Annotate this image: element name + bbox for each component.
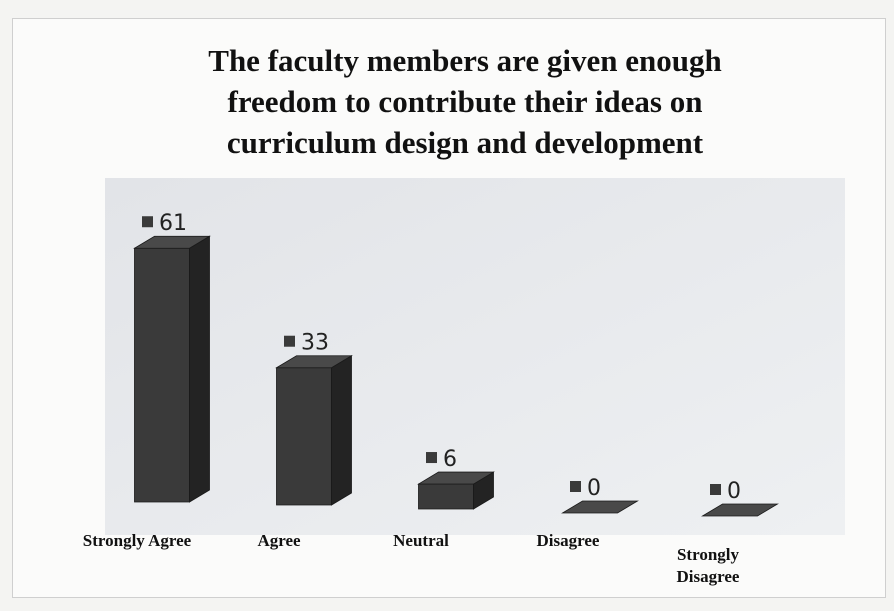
x-tick-label: Neutral: [393, 531, 449, 550]
label-marker: [284, 335, 295, 347]
bar: [701, 503, 779, 517]
bar-top: [275, 355, 353, 369]
label-marker: [710, 484, 721, 495]
bar: [561, 500, 639, 514]
data-label: 0: [587, 476, 601, 501]
data-label: 33: [301, 331, 329, 356]
data-label: 6: [443, 447, 457, 472]
data-label: 0: [727, 479, 741, 504]
label-marker: [426, 452, 437, 464]
x-tick-label: Strongly Disagree: [676, 545, 740, 586]
data-label: 61: [159, 211, 187, 236]
x-tick-label: Strongly Agree: [82, 531, 192, 550]
bar-front: [418, 483, 474, 510]
bar-top: [701, 503, 779, 517]
bar-top: [561, 500, 639, 514]
chart-title: The faculty members are given enough fre…: [208, 43, 722, 160]
bar-top: [417, 471, 495, 485]
x-tick-label: Agree: [257, 531, 301, 550]
bar: [133, 235, 211, 503]
bar-front: [276, 367, 332, 506]
bar-side: [189, 235, 210, 503]
label-marker: [142, 216, 153, 228]
bar-side: [331, 355, 352, 506]
label-marker: [570, 481, 581, 492]
bar: [275, 355, 353, 506]
bar-top: [133, 235, 211, 249]
bar: [417, 471, 495, 510]
bar-front: [134, 247, 190, 503]
x-tick-label: Disagree: [536, 531, 600, 550]
